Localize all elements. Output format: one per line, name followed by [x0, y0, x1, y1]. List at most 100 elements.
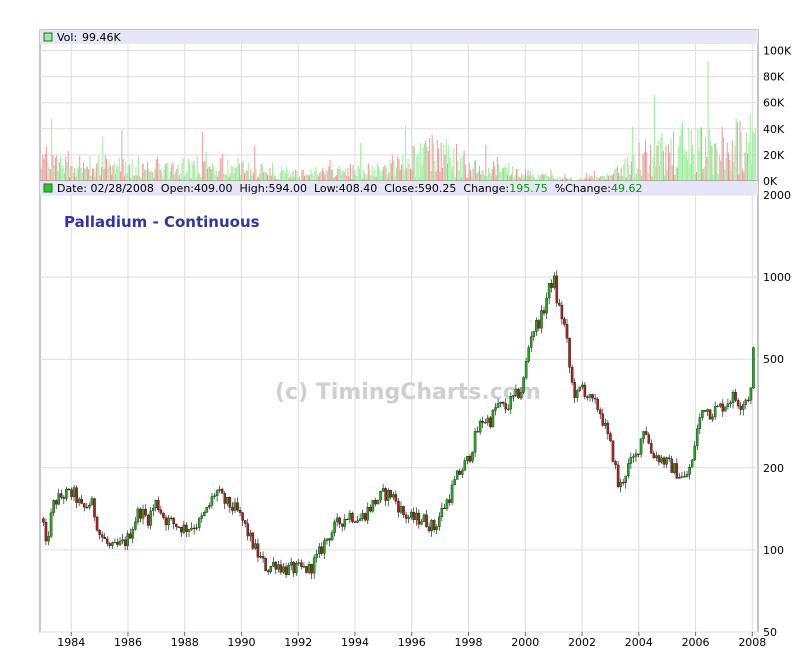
candle-body: [432, 520, 436, 530]
candle-body: [478, 421, 482, 433]
candle-body: [481, 421, 484, 423]
candle-body: [371, 500, 375, 512]
candle-body: [409, 511, 413, 518]
candle-body: [586, 396, 589, 398]
candle-body: [489, 417, 492, 427]
candle-body: [440, 507, 444, 517]
candle-body: [550, 283, 553, 288]
x-tick-label: 1992: [284, 636, 312, 649]
candle-body: [655, 455, 658, 458]
candle-body: [453, 479, 456, 486]
candle-body: [675, 463, 679, 479]
candle-body: [363, 513, 367, 521]
candle-body: [624, 475, 628, 483]
candle-body: [325, 538, 329, 541]
price-y-tick-label: 2000: [763, 189, 791, 202]
candle-body: [106, 538, 109, 544]
candle-body: [151, 507, 155, 511]
price-y-axis: 50 100 200 500 1000 2000: [763, 189, 791, 639]
candle-body: [192, 527, 196, 529]
candle-body: [721, 403, 725, 412]
candle-body: [149, 510, 152, 526]
candle-body: [501, 401, 505, 404]
x-tick-label: 2004: [625, 636, 653, 649]
candle-body: [698, 417, 702, 429]
volume-y-tick-label: 100K: [763, 45, 792, 58]
candle-body: [540, 310, 543, 329]
x-tick-label: 2006: [682, 636, 710, 649]
candle-body: [458, 470, 461, 475]
header-field: 409.00: [194, 182, 239, 195]
candle-body: [555, 275, 559, 304]
candle-body: [353, 521, 357, 523]
candle-body: [606, 422, 610, 434]
candle-body: [282, 566, 285, 573]
candle-body: [292, 562, 295, 574]
candle-body: [343, 518, 347, 527]
candle-body: [657, 455, 661, 463]
volume-y-tick-label: 20K: [763, 149, 785, 162]
candle-body: [678, 477, 681, 479]
candle-body: [397, 501, 400, 513]
candle-body: [366, 507, 370, 521]
candle-body: [146, 514, 150, 526]
candle-body: [688, 466, 691, 475]
candle-body: [95, 516, 99, 531]
candle-body: [297, 562, 301, 564]
candle-body: [448, 499, 451, 503]
candle-body: [399, 506, 403, 513]
candle-body: [187, 529, 191, 532]
candle-body: [747, 399, 750, 401]
header-field: 49.62: [611, 182, 643, 195]
candle-body: [471, 451, 474, 462]
candle-body: [713, 406, 717, 418]
candle-body: [131, 529, 135, 539]
candle-body: [108, 543, 112, 546]
candle-body: [203, 512, 206, 516]
volume-legend-bar: [40, 30, 758, 44]
candle-body: [703, 410, 707, 412]
candle-body: [254, 543, 257, 549]
x-tick-label: 2008: [738, 636, 766, 649]
candle-body: [57, 493, 60, 505]
candle-body: [504, 403, 507, 410]
x-axis: 1984 1986 1988 1990 1992 1994 1996 1998 2000 2002…: [57, 632, 766, 649]
candle-body: [450, 484, 454, 503]
candle-body: [425, 514, 428, 527]
candle-body: [259, 555, 262, 558]
candle-body: [581, 384, 584, 388]
candle-body: [552, 275, 556, 288]
candle-body: [726, 403, 730, 407]
candle-body: [100, 534, 104, 538]
candle-body: [98, 530, 101, 535]
candle-body: [238, 510, 242, 513]
x-tick-label: 1990: [227, 636, 255, 649]
x-tick-label: 1994: [341, 636, 369, 649]
candle-body: [629, 457, 633, 464]
x-tick-label: 1996: [398, 636, 426, 649]
candle-body: [680, 476, 684, 478]
candle-body: [404, 514, 408, 519]
candle-body: [667, 457, 671, 460]
candle-body: [749, 387, 753, 401]
candle-body: [696, 428, 699, 447]
candle-body: [358, 518, 362, 521]
candle-body: [215, 490, 219, 496]
candle-body: [524, 361, 528, 378]
candle-body: [486, 417, 490, 423]
candle-body: [708, 409, 712, 420]
candle-body: [269, 566, 272, 573]
volume-legend-value: 99.46K: [82, 31, 121, 44]
candle-body: [591, 394, 594, 399]
candle-body: [315, 553, 318, 558]
candle-body: [644, 431, 648, 435]
candle-body: [463, 460, 467, 471]
candle-body: [88, 504, 91, 508]
candle-body: [731, 392, 735, 403]
candle-body: [177, 526, 181, 528]
candle-body: [542, 310, 546, 314]
candle-body: [185, 524, 188, 532]
candle-body: [527, 347, 530, 362]
header-field: Date:: [57, 182, 91, 195]
candle-body: [144, 509, 147, 516]
